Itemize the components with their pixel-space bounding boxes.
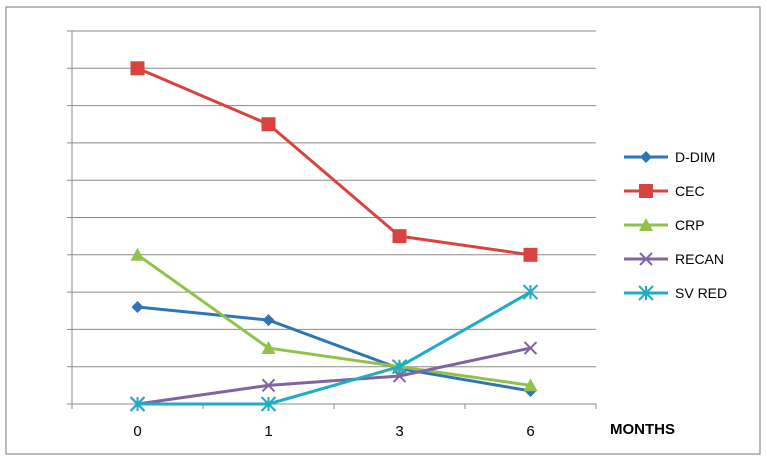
data-point-cec xyxy=(261,117,276,132)
data-point-cec xyxy=(392,229,407,244)
legend-item-crp: CRP xyxy=(624,217,705,233)
data-point-recan xyxy=(523,341,538,355)
series-line-sv-red xyxy=(137,290,532,406)
data-point-crp xyxy=(261,341,276,354)
x-tick-label: 3 xyxy=(395,423,403,440)
legend-item-cec: CEC xyxy=(624,183,705,199)
legend-label-recan: RECAN xyxy=(675,251,724,267)
x-axis-title: MONTHS xyxy=(610,421,675,438)
legend-label-crp: CRP xyxy=(675,217,705,233)
series-line-recan xyxy=(137,346,531,406)
x-tick-labels: 0 1 3 6 xyxy=(133,423,534,440)
series-line-cec xyxy=(136,66,531,257)
legend-item-d-dim: D-DIM xyxy=(624,149,715,165)
data-point-crp xyxy=(523,378,538,392)
data-point-crp xyxy=(130,247,145,261)
data-point-cec xyxy=(130,61,145,76)
legend-marker-recan xyxy=(639,252,653,266)
series-group xyxy=(129,61,539,412)
data-point-sv-red xyxy=(129,396,146,412)
data-point-sv-red xyxy=(260,396,277,412)
data-point-sv-red xyxy=(522,284,539,300)
data-point-recan xyxy=(261,378,276,393)
x-tick-label: 1 xyxy=(264,423,272,440)
legend-marker-d-dim xyxy=(640,151,652,163)
legend-label-sv-red: SV RED xyxy=(675,285,727,301)
data-point-d-dim xyxy=(131,301,144,314)
legend-marker-crp xyxy=(639,218,653,231)
legend-marker-cec xyxy=(639,184,653,198)
series-cec xyxy=(130,61,538,262)
legend-marker-sv-red xyxy=(638,285,654,301)
legend-label-cec: CEC xyxy=(675,183,705,199)
data-point-cec xyxy=(523,247,538,262)
series-sv-red xyxy=(129,284,539,412)
x-tick-label: 0 xyxy=(133,423,141,440)
legend-label-d-dim: D-DIM xyxy=(675,149,715,165)
series-line-crp xyxy=(136,253,531,387)
data-point-sv-red xyxy=(391,358,408,375)
chart-frame xyxy=(5,6,761,455)
series-line-d-dim xyxy=(137,305,531,393)
legend-item-recan: RECAN xyxy=(624,251,724,267)
legend: D-DIM CEC CRP RECAN SV RED xyxy=(624,149,727,301)
legend-item-sv-red: SV RED xyxy=(624,285,727,301)
data-point-d-dim xyxy=(262,314,275,327)
x-tick-label: 6 xyxy=(526,423,534,440)
